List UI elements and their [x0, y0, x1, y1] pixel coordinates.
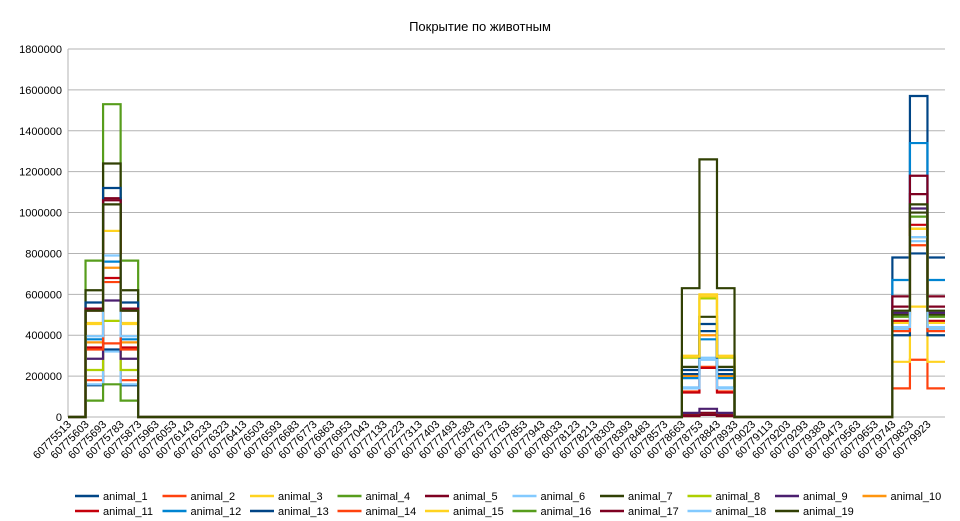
legend-label: animal_4	[366, 491, 411, 503]
y-axis: 0 200000 400000 600000 800000 1000000 1200000 1…	[19, 44, 62, 424]
series-line-animal_8	[68, 227, 945, 419]
series-line-animal_19	[68, 158, 945, 419]
series-line-animal_7	[68, 162, 945, 419]
legend-label: animal_2	[191, 491, 236, 503]
series-line-animal_2	[68, 342, 945, 419]
series-line-animal_16	[68, 215, 945, 419]
series-line-animal_1	[68, 94, 945, 419]
series-line-animal_18	[68, 235, 945, 419]
legend-label: animal_13	[278, 506, 329, 518]
legend-label: animal_1	[103, 491, 148, 503]
series-line-animal_4	[68, 103, 945, 419]
legend-label: animal_5	[453, 491, 498, 503]
y-tick-label: 1200000	[19, 167, 62, 179]
series-line-animal_10	[68, 235, 945, 419]
legend-label: animal_17	[628, 506, 679, 518]
series-line-animal_5	[68, 193, 945, 419]
legend-label: animal_7	[628, 491, 673, 503]
legend-label: animal_14	[366, 506, 417, 518]
legend-label: animal_19	[803, 506, 854, 518]
legend-label: animal_11	[103, 506, 153, 518]
series-line-animal_17	[68, 174, 945, 419]
series-line-animal_13	[68, 186, 945, 419]
y-tick-label: 1600000	[19, 85, 62, 97]
chart-title: Покрытие по животным	[409, 19, 551, 34]
legend-label: animal_15	[453, 506, 504, 518]
y-tick-label: 200000	[25, 371, 62, 383]
legend-label: animal_6	[541, 491, 586, 503]
legend-label: animal_10	[891, 491, 942, 503]
legend: animal_1 animal_2 animal_3 animal_4 animal_5…	[75, 491, 941, 518]
x-axis: 6077551360775603607756936077578360775873…	[31, 419, 934, 462]
y-tick-label: 0	[56, 412, 62, 424]
series-line-animal_6	[68, 240, 945, 419]
series-line-animal_15	[68, 227, 945, 419]
legend-label: animal_8	[716, 491, 761, 503]
y-tick-label: 1000000	[19, 208, 62, 220]
y-tick-label: 1800000	[19, 44, 62, 56]
series-line-animal_14	[68, 244, 945, 419]
grid-layer	[67, 48, 945, 418]
legend-label: animal_3	[278, 491, 323, 503]
series-line-animal_3	[68, 229, 945, 419]
series-line-animal_9	[68, 207, 945, 419]
y-tick-label: 800000	[25, 248, 62, 260]
legend-label: animal_9	[803, 491, 848, 503]
legend-label: animal_18	[716, 506, 767, 518]
series-layer	[68, 94, 945, 419]
y-tick-label: 1400000	[19, 126, 62, 138]
legend-label: animal_16	[541, 506, 592, 518]
y-tick-label: 400000	[25, 330, 62, 342]
y-tick-label: 600000	[25, 289, 62, 301]
legend-label: animal_12	[191, 506, 242, 518]
